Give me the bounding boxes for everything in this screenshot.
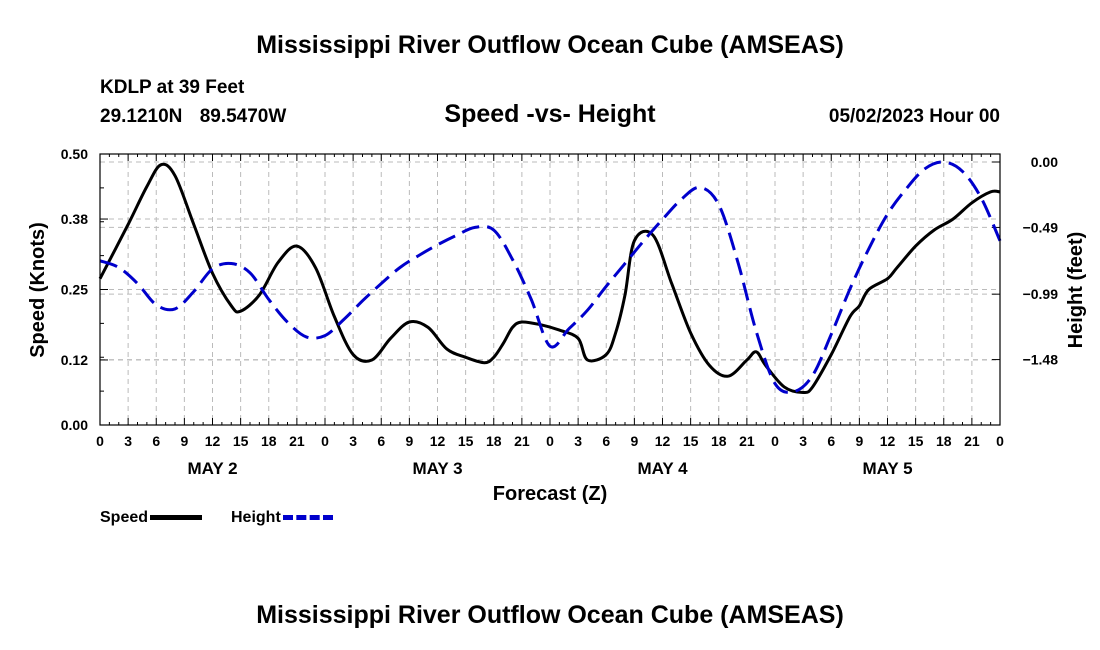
day-label: MAY 2 bbox=[187, 459, 237, 478]
y-tick-label: 0.25 bbox=[61, 282, 88, 298]
y2-tick-label: −1.48 bbox=[1023, 352, 1059, 368]
y-tick-label: 0.00 bbox=[61, 417, 88, 433]
x-tick-label: 9 bbox=[630, 433, 638, 449]
x-tick-label: 9 bbox=[180, 433, 188, 449]
x-tick-label: 12 bbox=[430, 433, 446, 449]
series-line-height bbox=[99, 160, 1002, 394]
x-tick-label: 12 bbox=[655, 433, 671, 449]
y-axis-label: Speed (Knots) bbox=[27, 222, 49, 358]
point-height bbox=[642, 239, 645, 242]
x-tick-label: 6 bbox=[827, 433, 835, 449]
forecast-datetime: 05/02/2023 Hour 00 bbox=[828, 106, 1000, 127]
station-label: KDLP at 39 Feet bbox=[100, 77, 245, 98]
y2-tick-label: 0.00 bbox=[1031, 154, 1058, 170]
day-label: MAY 4 bbox=[637, 459, 688, 478]
x-tick-label: 15 bbox=[683, 433, 699, 449]
longitude-label: 89.5470W bbox=[199, 106, 287, 127]
x-tick-label: 0 bbox=[996, 433, 1004, 449]
point-height bbox=[680, 198, 683, 201]
x-tick-label: 21 bbox=[289, 433, 305, 449]
plot-frame bbox=[99, 153, 1001, 426]
x-tick-label: 12 bbox=[205, 433, 221, 449]
y2-axis-label: Height (feet) bbox=[1065, 232, 1087, 349]
footer-title: Mississippi River Outflow Ocean Cube (AM… bbox=[256, 601, 844, 629]
x-tick-label: 3 bbox=[349, 433, 357, 449]
x-tick-label: 21 bbox=[514, 433, 530, 449]
grid-lines bbox=[100, 154, 1000, 425]
x-tick-label: 3 bbox=[574, 433, 582, 449]
point-height bbox=[699, 186, 702, 189]
legend-speed-swatch bbox=[150, 515, 203, 521]
day-label: MAY 5 bbox=[862, 459, 912, 478]
x-tick-label: 0 bbox=[771, 433, 779, 449]
x-tick-label: 0 bbox=[96, 433, 104, 449]
data-series bbox=[98, 160, 1002, 395]
x-tick-label: 6 bbox=[152, 433, 160, 449]
y-tick-label: 0.50 bbox=[61, 146, 88, 162]
x-tick-label: 12 bbox=[880, 433, 896, 449]
x-tick-label: 18 bbox=[486, 433, 502, 449]
y2-tick-label: −0.99 bbox=[1023, 286, 1059, 302]
x-tick-label: 3 bbox=[124, 433, 132, 449]
x-tick-label: 9 bbox=[405, 433, 413, 449]
x-tick-label: 15 bbox=[908, 433, 924, 449]
legend-height-swatch bbox=[282, 515, 333, 521]
x-tick-label: 6 bbox=[377, 433, 385, 449]
point-height bbox=[755, 330, 758, 333]
x-tick-label: 0 bbox=[321, 433, 329, 449]
x-tick-label: 18 bbox=[936, 433, 952, 449]
y-tick-label: 0.38 bbox=[61, 211, 88, 227]
legend-speed: Speed bbox=[100, 509, 203, 527]
y2-tick-label: −0.49 bbox=[1023, 219, 1059, 235]
legend-height: Height bbox=[231, 509, 333, 527]
tick-labels: 0.00 0.12 0.25 0.38 0.50 0.00 −0.49 −0.99 −1.48 0… bbox=[61, 146, 1058, 478]
x-tick-label: 21 bbox=[964, 433, 980, 449]
x-tick-label: 18 bbox=[711, 433, 727, 449]
day-label: MAY 3 bbox=[412, 459, 462, 478]
x-tick-label: 9 bbox=[855, 433, 863, 449]
legend-speed-label: Speed bbox=[100, 509, 149, 526]
x-tick-label: 15 bbox=[233, 433, 249, 449]
y-tick-label: 0.12 bbox=[61, 352, 88, 368]
x-tick-label: 3 bbox=[799, 433, 807, 449]
page-title: Mississippi River Outflow Ocean Cube (AM… bbox=[256, 31, 844, 59]
point-height bbox=[811, 374, 814, 377]
coordinates: 29.1210N 89.5470W bbox=[100, 106, 286, 128]
x-tick-label: 6 bbox=[602, 433, 610, 449]
point-height bbox=[155, 303, 158, 306]
x-tick-label: 18 bbox=[261, 433, 277, 449]
x-tick-label: 21 bbox=[739, 433, 755, 449]
x-tick-label: 15 bbox=[458, 433, 474, 449]
x-axis-label: Forecast (Z) bbox=[493, 483, 607, 505]
chart-subtitle: Speed -vs- Height bbox=[444, 100, 656, 128]
series-line-speed bbox=[98, 162, 1001, 395]
x-tick-label: 0 bbox=[546, 433, 554, 449]
latitude-label: 29.1210N bbox=[100, 106, 183, 127]
legend-height-label: Height bbox=[231, 509, 281, 526]
point-height bbox=[117, 266, 120, 269]
